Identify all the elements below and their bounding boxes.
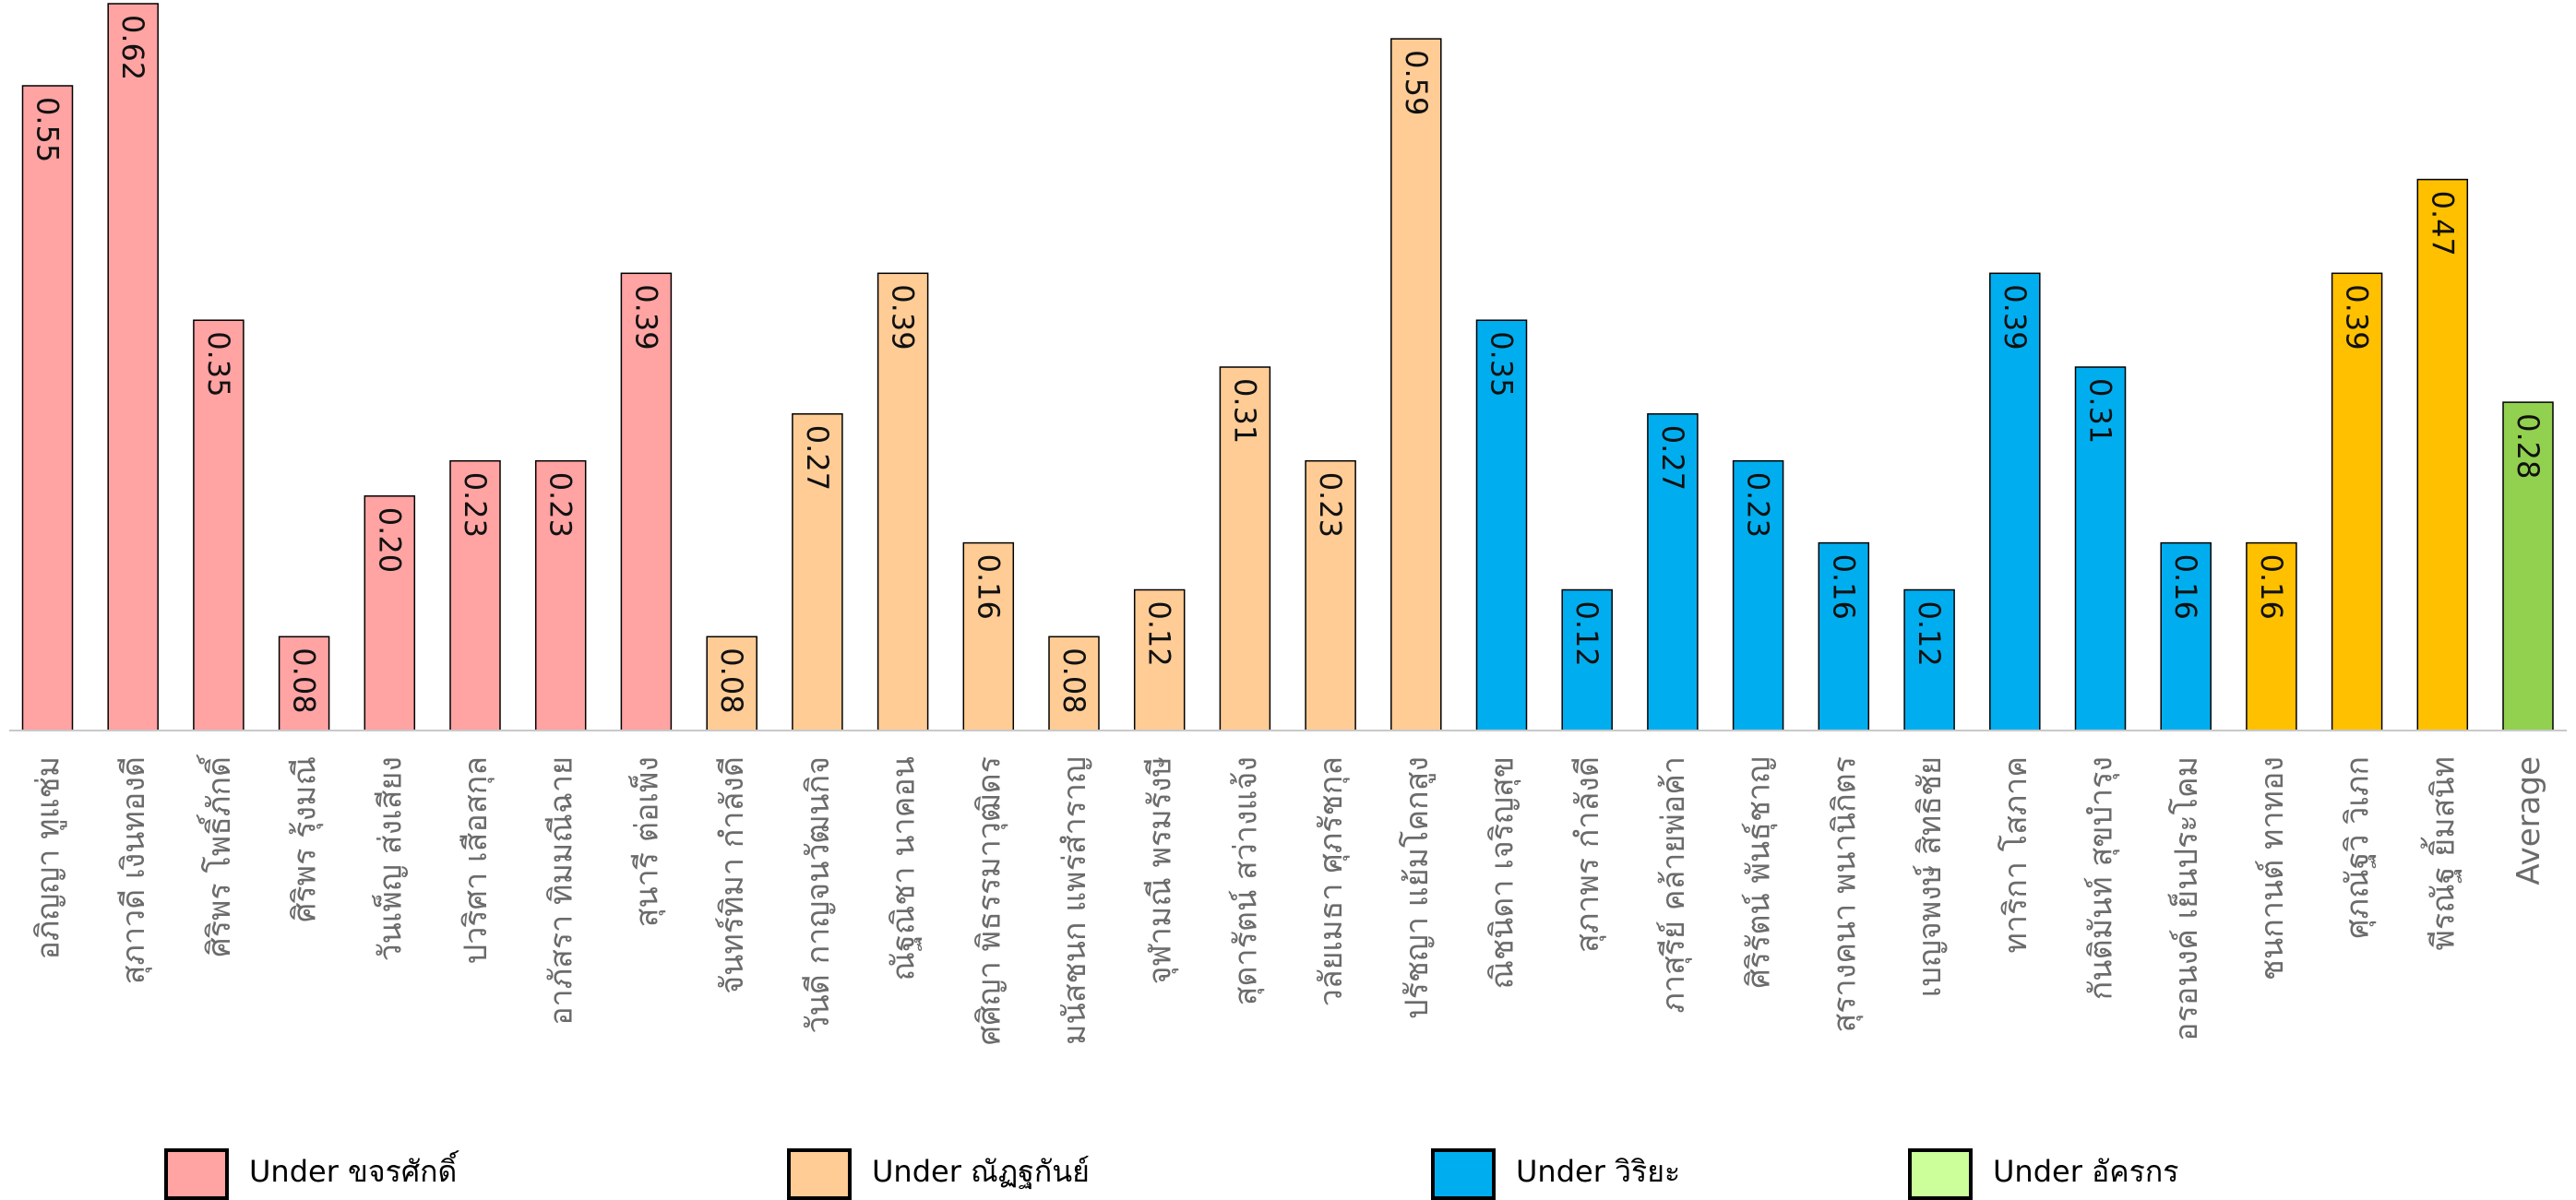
value-label: 0.23 — [1313, 472, 1348, 538]
category-label: จันทร์ทิมา กำลังดี — [714, 756, 751, 994]
bar — [620, 272, 673, 731]
bar — [1048, 636, 1100, 731]
category-label: พีรณัฐ ยิ้มสนิท — [2420, 756, 2462, 951]
category-label: อภิญญา ทูแช่ม — [30, 756, 67, 960]
bar — [2502, 401, 2554, 731]
category-label: วันดี กาญจนวัฒนกิจ — [800, 756, 837, 1034]
bar — [2160, 541, 2212, 731]
value-label: 0.16 — [2254, 554, 2289, 620]
bar — [1390, 38, 1442, 731]
value-label: 0.35 — [201, 331, 236, 397]
legend-swatch — [1908, 1148, 1973, 1200]
bar — [1732, 459, 1784, 731]
value-label: 0.27 — [800, 425, 835, 491]
legend-swatch — [787, 1148, 852, 1200]
bar — [792, 413, 843, 731]
value-label: 0.08 — [1056, 648, 1091, 713]
bar — [2074, 366, 2127, 731]
bar — [2246, 541, 2297, 731]
bar — [962, 541, 1015, 731]
bar — [1903, 588, 1955, 731]
legend-label: Under วิริยะ — [1516, 1154, 1680, 1189]
bar — [364, 495, 416, 731]
category-label: วันเพ็ญ ส่งเสียง — [371, 756, 409, 961]
value-label: 0.20 — [372, 507, 407, 573]
category-label: ณิชนิดา เจริญสุข — [1485, 756, 1521, 990]
legend-swatch — [1431, 1148, 1496, 1200]
value-label: 0.12 — [1912, 601, 1947, 667]
value-label: 0.16 — [2168, 554, 2203, 620]
category-label: ศิริพร รุ้งมณี — [287, 756, 324, 922]
category-label: อาภัสรา ทิมมณีฉาย — [543, 756, 580, 1026]
category-label: สุดารัตน์ สว่างแจ้ง — [1227, 756, 1264, 1005]
legend-swatch — [164, 1148, 229, 1200]
value-label: 0.27 — [1655, 425, 1690, 491]
legend-label: Under ขจรศักดิ์ — [249, 1150, 459, 1189]
value-label: 0.08 — [287, 648, 322, 713]
bar — [2416, 178, 2469, 731]
category-label: ชนกานต์ ทาทอง — [2254, 756, 2291, 980]
bars-group — [21, 3, 2554, 731]
category-label: อรอนงค์ เย็นประโคม — [2167, 756, 2205, 1041]
value-label: 0.12 — [1142, 601, 1177, 667]
bar — [1561, 588, 1613, 731]
category-label: ศิริพร โพธิ์ภักดิ์ — [196, 754, 238, 957]
value-label: 0.23 — [1741, 472, 1776, 538]
category-label: ศศิญา พิธรรมาวุฒิดร — [971, 756, 1008, 1045]
value-label: 0.47 — [2425, 191, 2460, 256]
value-label: 0.16 — [971, 554, 1006, 620]
value-label: 0.28 — [2510, 413, 2546, 479]
value-labels-group: 0.55 0.62 0.35 0.08 0.20 0.23 0.23 0.39 0.08 0.27… — [30, 15, 2546, 714]
legend-label: Under อัครกร — [1993, 1154, 2178, 1189]
category-label: สุภาพร กำลังดี — [1569, 756, 1606, 953]
value-label: 0.39 — [886, 284, 921, 350]
bar — [278, 636, 330, 731]
bar — [2331, 272, 2383, 731]
category-label: วลัยเมธา ศุภรัชกุล — [1313, 756, 1350, 1006]
value-label: 0.62 — [115, 15, 150, 80]
value-label: 0.55 — [30, 97, 66, 162]
bar — [1818, 541, 1870, 731]
value-label: 0.08 — [714, 648, 749, 713]
category-label: ศุภณัฐวิ วิเภก — [2340, 756, 2377, 939]
value-label: 0.39 — [1998, 284, 2033, 350]
category-label: ปรัชญา แย้มโคกสูง — [1399, 756, 1436, 1019]
category-label: สุภาวดี เงินทองดี — [115, 756, 152, 984]
category-label: เบญจพงษ์ สิทธิชัย — [1912, 756, 1949, 997]
bar — [21, 85, 74, 731]
legend: Under ขจรศักดิ์ Under ณัฏฐกันย์ Under วิริ… — [164, 1148, 2178, 1200]
category-label: กันติมันท์ สุขบำรุง — [2083, 756, 2120, 1000]
category-label: สุรางคนา พนานิกิตร — [1826, 756, 1863, 1033]
legend-label: Under ณัฏฐกันย์ — [872, 1154, 1090, 1190]
category-label: ภาสุรีย์ คล้ายพ่อค้า — [1655, 756, 1692, 1014]
value-label: 0.35 — [1485, 331, 1520, 397]
bar — [1989, 272, 2041, 731]
bar — [107, 3, 159, 731]
bar — [1647, 413, 1699, 731]
value-label: 0.23 — [543, 472, 578, 538]
value-label: 0.16 — [1826, 554, 1861, 620]
category-label: Average — [2510, 756, 2547, 885]
value-label: 0.59 — [1399, 50, 1434, 115]
value-label: 0.12 — [1569, 601, 1604, 667]
category-label: ปวริศา เสือสกุล — [458, 756, 495, 964]
value-label: 0.39 — [628, 284, 663, 350]
category-label: จุฬามณี พรมรังษี — [1142, 756, 1179, 984]
category-label: สุนารี ต่อเพ็ง — [627, 756, 665, 927]
category-label: มนัสชนก แพร่สำราญ — [1056, 756, 1093, 1045]
bar — [1305, 459, 1356, 731]
value-label: 0.31 — [2083, 378, 2118, 444]
category-labels-group: อภิญญา ทูแช่ม สุภาวดี เงินทองดี ศิริพร โพธ… — [30, 754, 2548, 1045]
bar — [193, 319, 244, 731]
value-label: 0.39 — [2340, 284, 2375, 350]
bar — [1475, 319, 1528, 731]
bar — [1133, 588, 1186, 731]
category-label: ณัฐณิชา นาคอน — [886, 756, 923, 981]
value-label: 0.23 — [458, 472, 493, 538]
category-label: ศิริรัตน์ พันธุ์ชาญ — [1741, 756, 1778, 989]
bar — [449, 459, 501, 731]
category-label: ทาริกา โสภาค — [1998, 756, 2034, 954]
value-label: 0.31 — [1227, 378, 1262, 444]
